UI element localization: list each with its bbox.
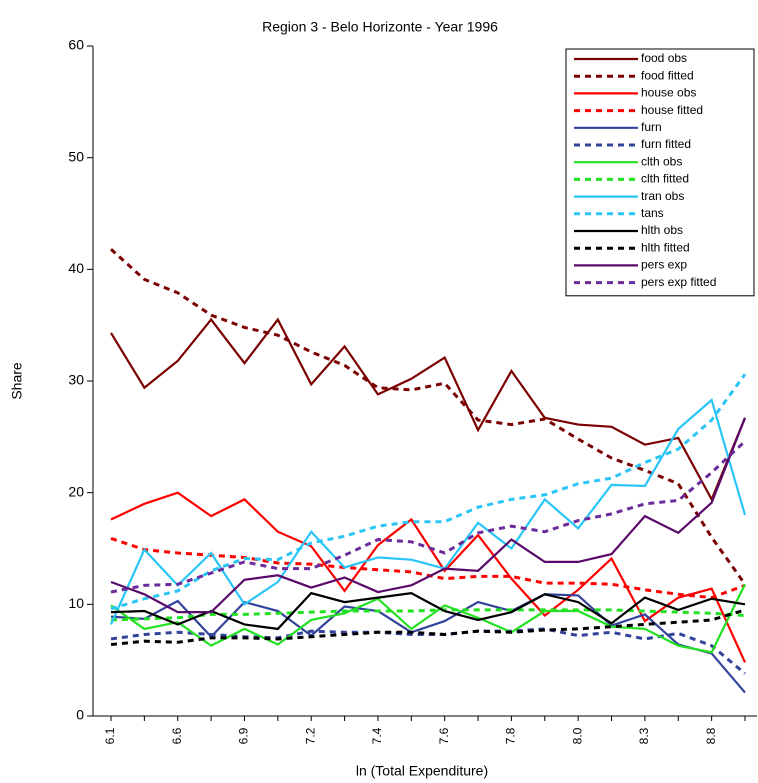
series-line <box>110 373 747 611</box>
x-tick-label: 6.1 <box>103 727 117 744</box>
legend-label: hlth obs <box>641 223 683 237</box>
y-axis-label: Share <box>9 362 25 400</box>
x-axis-label: ln (Total Expenditure) <box>356 763 488 779</box>
legend-label: hlth fitted <box>641 240 690 254</box>
legend-label: pers exp fitted <box>641 275 716 289</box>
legend-box <box>565 48 755 297</box>
x-tick-label: 8.3 <box>637 727 651 744</box>
y-tick-label: 60 <box>68 37 84 53</box>
y-tick-label: 20 <box>68 483 84 499</box>
series-line <box>109 248 747 586</box>
series-line <box>110 583 746 654</box>
x-tick-label: 7.6 <box>437 727 451 744</box>
y-tick-label: 40 <box>68 260 84 276</box>
x-tick-label: 7.4 <box>370 727 384 744</box>
x-tick-label: 8.0 <box>570 727 584 744</box>
legend-label: clth fitted <box>641 172 689 186</box>
series-line <box>110 440 747 594</box>
series-line <box>110 317 747 502</box>
x-tick-label: 7.2 <box>303 727 317 744</box>
series-line <box>110 608 746 647</box>
series-line <box>110 591 746 631</box>
legend-label: house obs <box>641 86 696 100</box>
chart-title: Region 3 - Belo Horizonte - Year 1996 <box>262 19 498 35</box>
legend-label: furn <box>641 120 662 134</box>
series-line <box>110 608 746 622</box>
legend-label: food obs <box>641 51 687 65</box>
legend-label: house fitted <box>641 103 703 117</box>
x-tick-label: 8.8 <box>704 727 718 744</box>
legend-label: tans <box>641 206 664 220</box>
x-tick-label: 7.8 <box>504 727 518 744</box>
y-tick-label: 10 <box>68 595 84 611</box>
legend-label: pers exp <box>641 258 687 272</box>
legend-label: clth obs <box>641 154 682 168</box>
series-line <box>110 417 747 614</box>
legend-label: tran obs <box>641 189 684 203</box>
legend-label: furn fitted <box>641 137 691 151</box>
legend: food obs food fitted house obs house fitted… <box>565 48 755 297</box>
series-line <box>109 398 747 625</box>
series-line <box>110 593 746 694</box>
series-line <box>110 627 746 675</box>
x-tick-label: 6.9 <box>237 727 251 744</box>
y-tick-label: 0 <box>76 707 84 723</box>
y-tick-label: 30 <box>68 372 84 388</box>
legend-label: food fitted <box>641 68 694 82</box>
series-line <box>110 537 746 600</box>
x-tick-label: 6.6 <box>170 727 184 744</box>
y-tick-label: 50 <box>68 148 84 164</box>
